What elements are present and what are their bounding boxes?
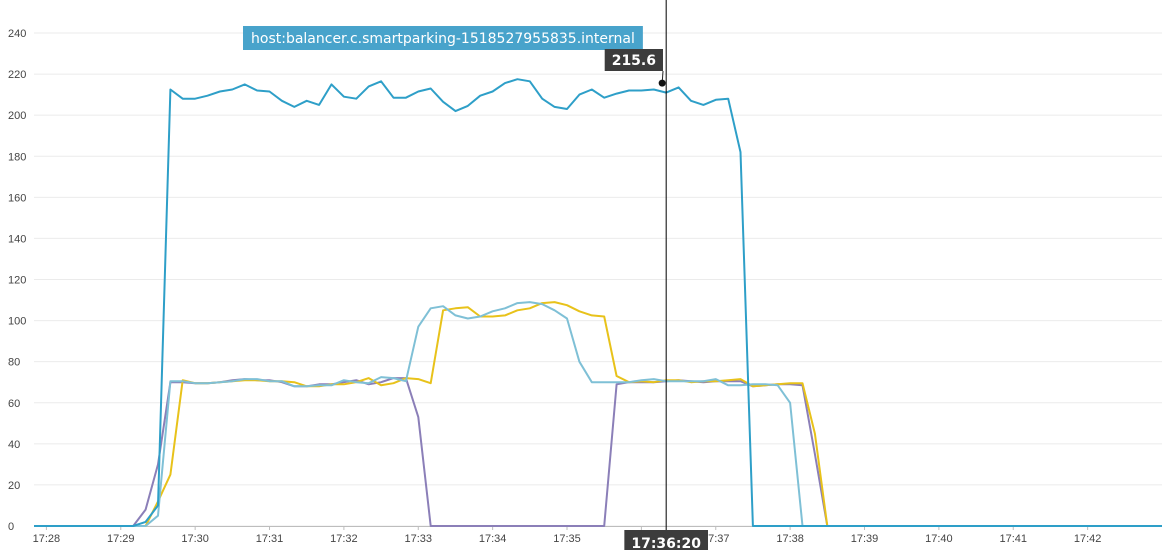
value-tooltip-background [604,49,663,71]
x-tick-label: 17:33 [404,533,432,545]
y-tick-label: 200 [8,110,26,122]
y-tick-label: 0 [8,521,14,533]
y-axis-tick-labels: 0 20 40 60 80 100 120 140 160 180 200 220 240 [8,28,26,533]
gridlines [34,32,1162,527]
x-axis: 17:28 17:29 17:30 17:31 17:32 17:33 17:34 17:35… [33,526,1162,545]
time-tooltip-label: 17:36:20 [631,536,701,550]
x-tick-label: 17:32 [330,533,358,545]
series-line-1[interactable] [34,301,1162,527]
x-tick-label: 17:28 [33,533,61,545]
x-tick-label: 17:38 [776,533,804,545]
y-tick-label: 160 [8,192,26,204]
series-line-3[interactable] [34,301,1162,527]
x-tick-label: 17:29 [107,533,135,545]
value-tooltip: 215.6 [604,49,663,71]
y-tick-label: 80 [8,357,20,369]
value-tooltip-label: 215.6 [612,53,656,69]
y-tick-label: 120 [8,275,26,287]
series-tooltip-label: host:balancer.c.smartparking-15185279558… [251,31,635,47]
x-tick-label: 17:34 [479,533,507,545]
series-line-2[interactable] [34,377,1162,527]
y-tick-label: 60 [8,398,20,410]
x-tick-label: 17:35 [553,533,581,545]
time-tooltip-background [624,530,709,550]
time-tooltip: 17:36:20 [624,530,709,550]
x-tick-label: 17:30 [181,533,209,545]
x-tick-label: 17:41 [999,533,1027,545]
series-tooltip-background [243,26,643,50]
y-tick-label: 40 [8,439,20,451]
x-tick-label: 17:31 [256,533,284,545]
x-tick-label: 17:39 [851,533,879,545]
y-tick-label: 180 [8,151,26,163]
hover-layer: host:balancer.c.smartparking-15185279558… [243,0,709,550]
x-tick-label: 17:37 [702,533,730,545]
hover-point[interactable] [658,79,666,87]
y-tick-label: 20 [8,480,20,492]
y-tick-label: 140 [8,233,26,245]
y-tick-label: 240 [8,28,26,40]
x-tick-label: 17:40 [925,533,953,545]
y-tick-label: 220 [8,69,26,81]
x-tick-label: 17:42 [1074,533,1102,545]
series-layer [34,78,1162,527]
series-tooltip: host:balancer.c.smartparking-15185279558… [243,26,643,50]
y-tick-label: 100 [8,316,26,328]
series-line-0[interactable] [34,78,1162,527]
